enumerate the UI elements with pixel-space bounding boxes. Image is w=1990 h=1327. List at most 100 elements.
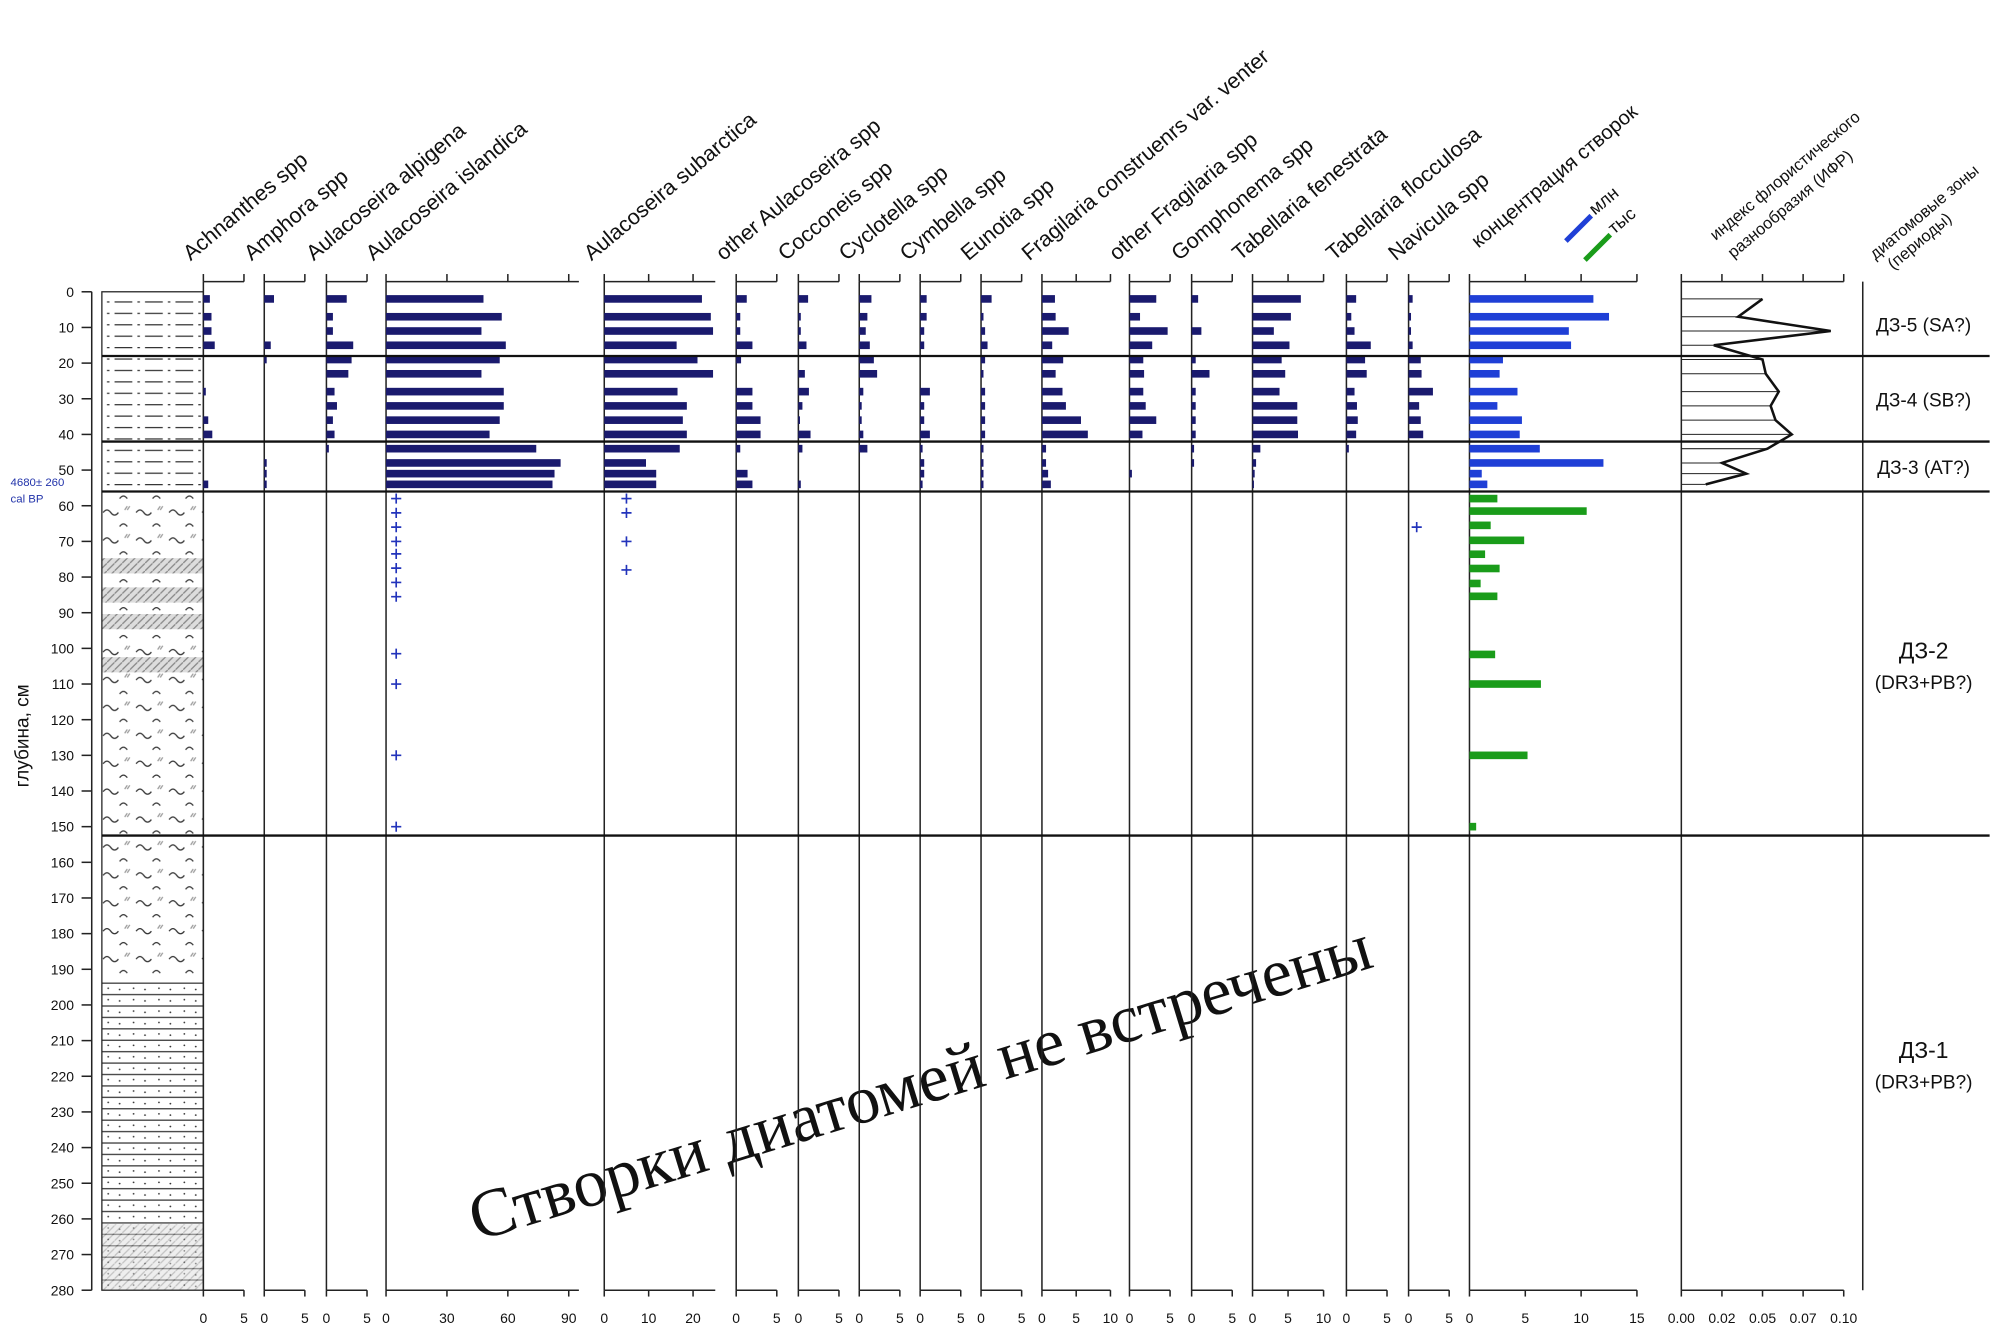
bar: [736, 341, 752, 349]
zone-label: ДЗ-5 (SA?): [1876, 315, 1971, 336]
bar: [1469, 327, 1568, 335]
y-tick-label: 170: [51, 890, 75, 906]
x-tick-label: 5: [957, 1310, 965, 1326]
bar: [981, 470, 983, 478]
bar: [1409, 295, 1413, 303]
bar: [736, 388, 752, 396]
bar: [920, 402, 924, 410]
bar: [604, 416, 683, 424]
bar: [264, 341, 270, 349]
y-tick-label: 130: [51, 747, 75, 763]
bar: [1469, 550, 1485, 558]
bar: [1042, 370, 1056, 378]
bar: [920, 445, 922, 453]
bar: [1469, 752, 1527, 760]
x-tick-label: 5: [363, 1310, 371, 1326]
bar: [326, 370, 348, 378]
y-tick-label: 50: [58, 462, 74, 478]
bar: [981, 313, 983, 321]
bar: [1469, 651, 1495, 659]
bar: [604, 459, 646, 467]
bar: [859, 431, 863, 439]
presence-mark: [391, 508, 401, 518]
bar: [264, 470, 266, 478]
bar: [1409, 370, 1422, 378]
bar: [736, 402, 752, 410]
bar: [736, 295, 747, 303]
bar: [1253, 481, 1254, 489]
bar: [386, 313, 502, 321]
y-tick-label: 190: [51, 961, 75, 977]
bar: [1469, 495, 1497, 503]
y-tick-label: 260: [51, 1211, 75, 1227]
x-tick-label: 0: [977, 1310, 985, 1326]
bar: [859, 388, 863, 396]
bar: [1469, 507, 1586, 515]
bar: [981, 327, 985, 335]
bar: [1192, 370, 1210, 378]
x-tick-label: 0: [199, 1310, 207, 1326]
bar: [981, 388, 985, 396]
bar: [798, 445, 802, 453]
bar: [1253, 470, 1255, 478]
bar: [1469, 680, 1540, 688]
bar: [203, 416, 208, 424]
y-tick-label: 120: [51, 712, 75, 728]
x-tick-label: 0: [323, 1310, 331, 1326]
bar: [1409, 431, 1424, 439]
bar: [981, 341, 987, 349]
bar: [386, 388, 504, 396]
y-tick-label: 210: [51, 1033, 75, 1049]
x-tick-label: 5: [1166, 1310, 1174, 1326]
bar: [920, 295, 926, 303]
bar: [798, 341, 806, 349]
x-tick-label: 0: [855, 1310, 863, 1326]
bar: [326, 327, 332, 335]
bar: [736, 327, 740, 335]
bar: [1129, 470, 1131, 478]
bar: [326, 313, 332, 321]
y-tick-label: 200: [51, 997, 75, 1013]
y-tick-label: 280: [51, 1282, 75, 1298]
bar: [736, 313, 740, 321]
bar: [1469, 580, 1480, 588]
bar: [1253, 341, 1290, 349]
presence-mark: [391, 494, 401, 504]
x-tick-label: 5: [1072, 1310, 1080, 1326]
y-tick-label: 20: [58, 355, 74, 371]
y-tick-label: 230: [51, 1104, 75, 1120]
presence-mark: [391, 822, 401, 832]
x-tick-label: 10: [1573, 1310, 1589, 1326]
x-tick-label: 0.00: [1668, 1310, 1695, 1326]
bar: [1469, 295, 1593, 303]
bar: [920, 416, 924, 424]
bar: [1409, 341, 1413, 349]
bar: [264, 481, 266, 489]
bar: [1253, 402, 1298, 410]
x-tick-label: 5: [896, 1310, 904, 1326]
bar: [1469, 565, 1499, 573]
legend-swatch: [1566, 216, 1591, 241]
bar: [981, 481, 983, 489]
bar: [1253, 431, 1298, 439]
bar: [1346, 388, 1354, 396]
x-tick-label: 5: [240, 1310, 248, 1326]
bar: [1469, 313, 1609, 321]
bar: [1409, 313, 1411, 321]
bar: [604, 295, 702, 303]
bar: [604, 402, 687, 410]
x-tick-label: 0: [1188, 1310, 1196, 1326]
bar: [326, 416, 332, 424]
bar: [920, 388, 930, 396]
bar: [920, 341, 924, 349]
bar: [203, 388, 205, 396]
bar: [798, 313, 800, 321]
date-note: cal BP: [11, 493, 44, 505]
bar: [920, 459, 924, 467]
bar: [1042, 402, 1066, 410]
bar: [1253, 459, 1257, 467]
bar: [920, 481, 922, 489]
zone-label: ДЗ-3 (AT?): [1877, 458, 1970, 479]
x-tick-label: 10: [1103, 1310, 1119, 1326]
x-tick-label: 0: [260, 1310, 268, 1326]
